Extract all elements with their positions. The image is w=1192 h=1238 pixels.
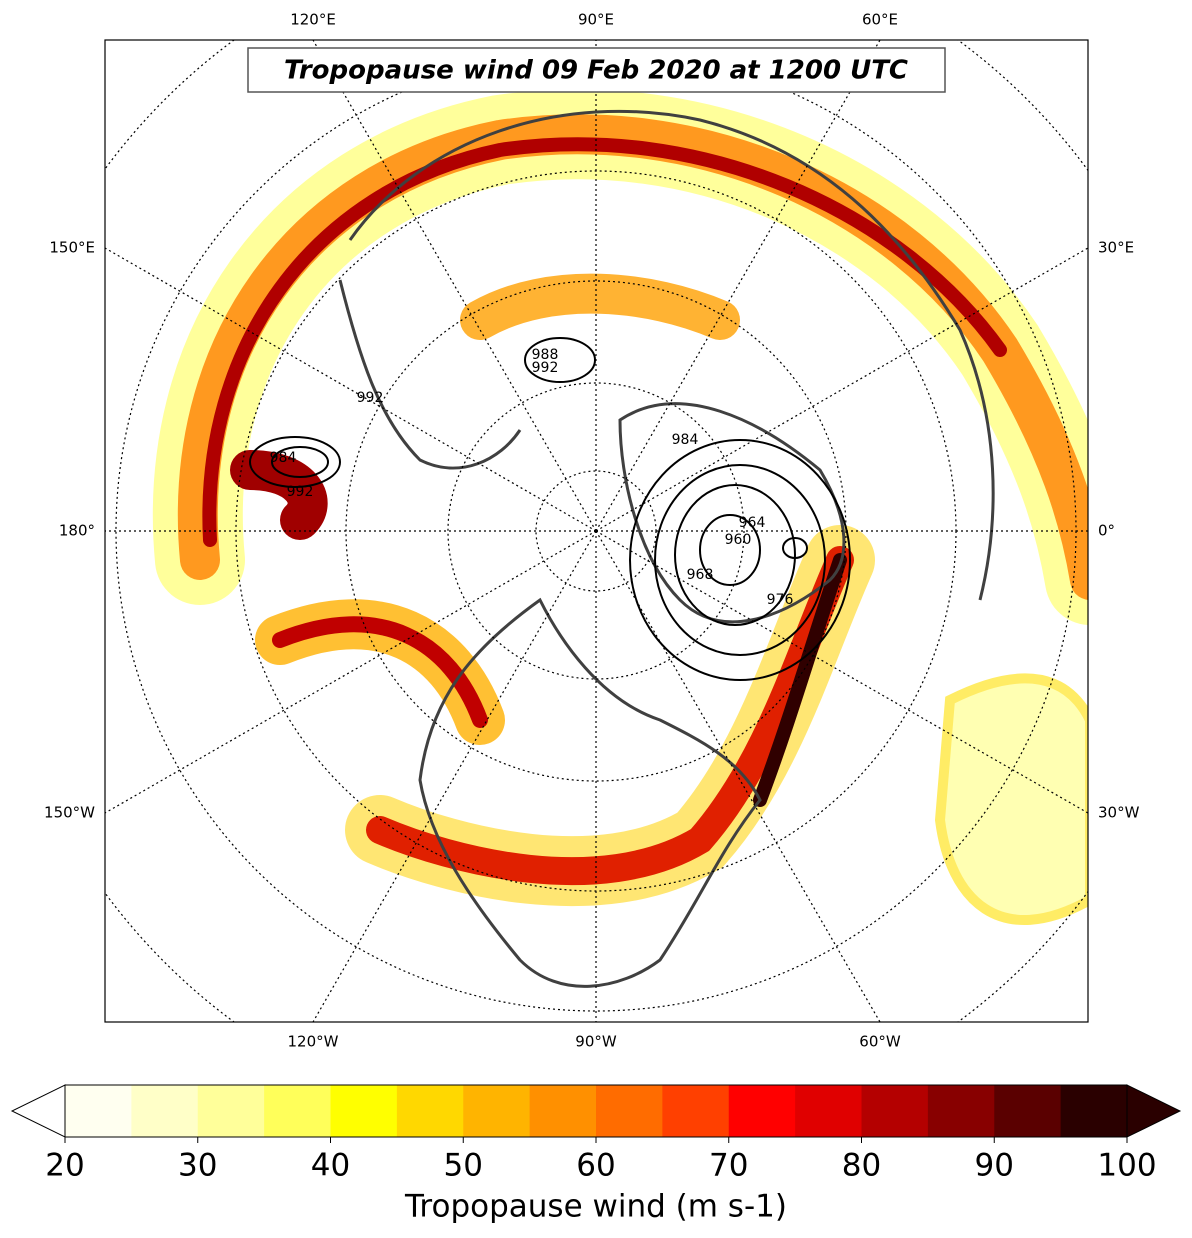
longitude-label: 90°W xyxy=(575,1033,617,1051)
longitude-labels: 120°E 90°E 60°E 150°E 180° 150°W 30°E 0° 30°W 120… xyxy=(44,11,1140,1051)
longitude-label: 150°E xyxy=(49,239,95,257)
colorbar-segment xyxy=(662,1085,730,1137)
colorbar-segment xyxy=(795,1085,862,1137)
map-frame xyxy=(104,39,1089,1023)
colorbar-label: Tropopause wind (m s-1) xyxy=(404,1189,787,1225)
colorbar-segment xyxy=(529,1085,597,1137)
pressure-contours xyxy=(249,337,851,681)
coastlines xyxy=(338,109,995,988)
longitude-label: 60°W xyxy=(859,1033,901,1051)
colorbar-segment xyxy=(264,1085,331,1137)
contour-label: 992 xyxy=(532,360,559,376)
colorbar-segment xyxy=(197,1085,265,1137)
colorbar-segment xyxy=(861,1085,929,1137)
colorbar-tick-label: 40 xyxy=(311,1148,350,1184)
longitude-label: 60°E xyxy=(862,11,898,29)
colorbar-tick-label: 70 xyxy=(709,1148,748,1184)
contour-label: 960 xyxy=(725,532,752,548)
colorbar-segment xyxy=(994,1085,1062,1137)
map-title: Tropopause wind 09 Feb 2020 at 1200 UTC xyxy=(284,56,908,86)
longitude-label: 180° xyxy=(59,522,95,540)
title-box xyxy=(247,47,946,93)
colorbar-segment xyxy=(728,1085,796,1137)
contour-label: 964 xyxy=(739,515,766,531)
contour-label: 968 xyxy=(687,567,714,583)
longitude-label: 90°E xyxy=(578,11,614,29)
colorbar-tick-label: 20 xyxy=(45,1148,84,1184)
colorbar-tick-label: 30 xyxy=(178,1148,217,1184)
longitude-label: 120°W xyxy=(288,1033,339,1051)
colorbar-tick-label: 100 xyxy=(1097,1148,1156,1184)
contour-label: 984 xyxy=(672,432,699,448)
colorbar-segment xyxy=(330,1085,398,1137)
contour-label: 992 xyxy=(357,390,384,406)
contour-label: 988 xyxy=(532,347,559,363)
contour-label: 992 xyxy=(287,484,314,500)
colorbar-segment xyxy=(396,1085,464,1137)
longitude-label: 150°W xyxy=(44,804,95,822)
colorbar-extend-low xyxy=(10,1084,66,1138)
contour-label: 984 xyxy=(270,450,297,466)
longitude-label: 120°E xyxy=(290,11,336,29)
contour-label: 976 xyxy=(767,592,794,608)
colorbar-segment xyxy=(596,1085,663,1137)
colorbar-tick-label: 60 xyxy=(576,1148,615,1184)
colorbar-tick-label: 50 xyxy=(444,1148,483,1184)
jet-streams xyxy=(152,89,1088,925)
longitude-label: 0° xyxy=(1098,522,1115,540)
colorbar-segment xyxy=(131,1085,199,1137)
colorbar-extend-high xyxy=(1126,1084,1182,1138)
longitude-label: 30°W xyxy=(1098,804,1140,822)
colorbar-segment xyxy=(927,1085,995,1137)
colorbar: 20 30 40 50 60 70 80 90 100 Tropopause wind (m s-… xyxy=(10,1084,1182,1225)
colorbar-segment xyxy=(65,1085,132,1137)
colorbar-segment xyxy=(1060,1085,1128,1137)
colorbar-segment xyxy=(463,1085,531,1137)
colorbar-tick-label: 90 xyxy=(975,1148,1014,1184)
colorbar-tick-label: 80 xyxy=(842,1148,881,1184)
longitude-label: 30°E xyxy=(1098,239,1134,257)
